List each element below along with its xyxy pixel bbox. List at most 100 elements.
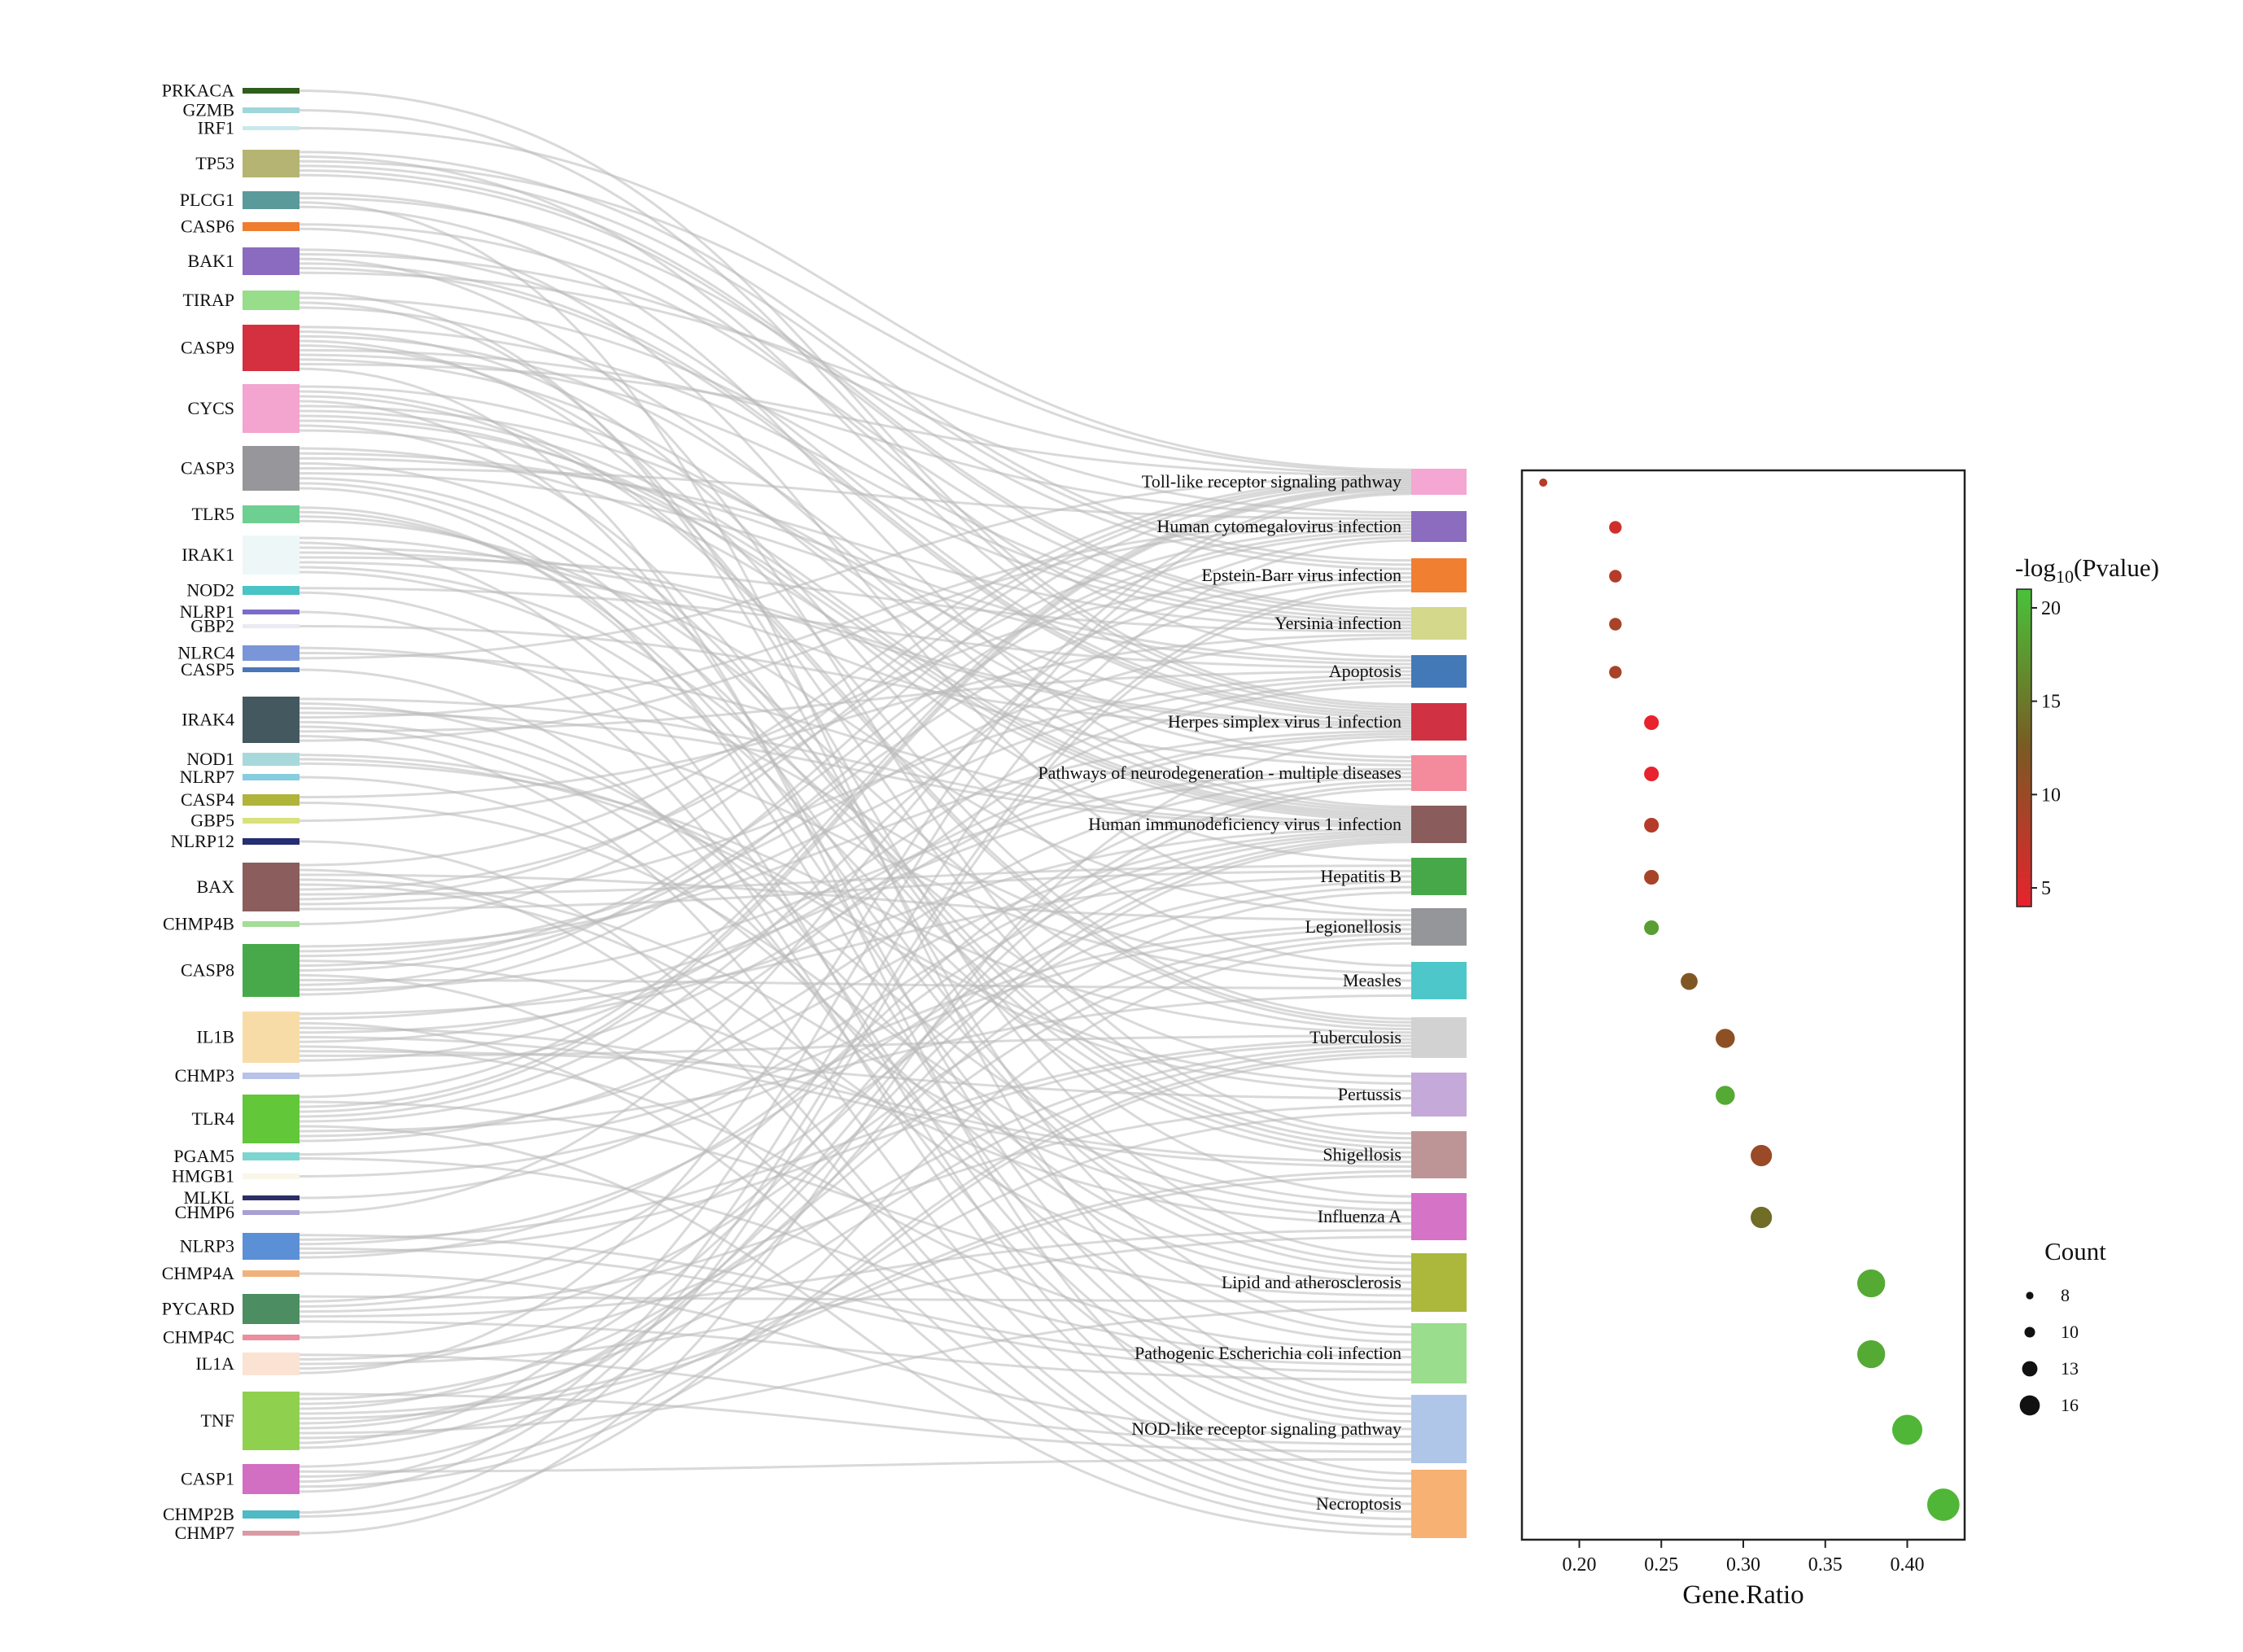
gene-node-irak4	[243, 697, 300, 743]
sankey-link	[299, 1041, 1412, 1255]
sankey-link	[299, 633, 1412, 798]
sankey-link	[299, 706, 1412, 982]
sankey-link	[299, 523, 1412, 742]
gene-node-il1a	[243, 1353, 300, 1375]
gene-node-tlr4	[243, 1095, 300, 1143]
sankey-link	[299, 487, 1412, 1108]
gene-label: NLRP12	[171, 831, 234, 851]
x-axis-title: Gene.Ratio	[1682, 1580, 1804, 1610]
colorbar-legend: -log10(Pvalue) 20 15 10 5	[2015, 553, 2159, 907]
pathway-label: NOD-like receptor signaling pathway	[1131, 1418, 1401, 1439]
pathway-node-9	[1411, 858, 1467, 895]
colorbar-gradient	[2016, 588, 2032, 907]
gene-label: GBP2	[190, 616, 234, 636]
sankey-link	[299, 1100, 1412, 1297]
gene-node-tp53	[243, 150, 300, 177]
colorbar-tick-label: 5	[2041, 878, 2051, 899]
gene-node-casp3	[243, 446, 300, 491]
pathway-node-11	[1411, 962, 1467, 999]
sankey-link	[299, 802, 1412, 1212]
pathway-label: Tuberculosis	[1310, 1027, 1401, 1047]
size-legend-label: 13	[2061, 1358, 2079, 1379]
sankey-link	[299, 588, 1412, 1514]
pathway-label: Human immunodeficiency virus 1 infection	[1088, 814, 1401, 834]
sankey-link	[299, 776, 1412, 1143]
sankey-link	[299, 973, 1412, 1521]
sankey-link	[299, 390, 1412, 1024]
gene-node-pycard	[243, 1294, 300, 1324]
sankey-link	[299, 173, 1412, 614]
sankey-link	[299, 1104, 1412, 1313]
sankey-link	[299, 780, 1412, 1303]
gene-node-nlrp12	[243, 838, 300, 845]
pathway-node-17	[1411, 1323, 1467, 1383]
sankey-link	[299, 487, 1412, 1415]
sankey-link	[299, 838, 1412, 1430]
sankey-link	[299, 530, 1412, 968]
pathway-label: Legionellosis	[1305, 916, 1401, 937]
gene-node-cycs	[243, 384, 300, 433]
sankey-link	[299, 881, 1412, 1246]
sankey-link	[299, 732, 1412, 1043]
sankey-link	[299, 457, 1412, 630]
gene-label: CYCS	[188, 398, 234, 418]
pathway-node-5	[1411, 655, 1467, 688]
sankey-link	[299, 875, 1412, 1016]
sankey-link	[299, 1112, 1412, 1440]
sankey-link	[299, 1055, 1412, 1488]
gene-label: CASP6	[181, 216, 234, 237]
pathway-node-1	[1411, 469, 1467, 495]
gene-node-nlrc4	[243, 645, 300, 661]
pathway-node-13	[1411, 1073, 1467, 1117]
gene-label: IRAK4	[181, 710, 234, 730]
sankey-link	[299, 570, 1412, 1159]
sankey-link	[299, 169, 1412, 610]
gene-node-casp8	[243, 944, 300, 997]
sankey-link	[299, 477, 1412, 1149]
size-legend: Count 8 10 13 16	[2019, 1237, 2106, 1416]
sankey-link	[299, 535, 1412, 1214]
sankey-link	[299, 492, 1412, 1444]
dot-point	[1751, 1144, 1773, 1167]
gene-node-nlrp3	[243, 1233, 300, 1260]
sankey-link	[299, 680, 1412, 1062]
size-legend-items: 8 10 13 16	[2019, 1285, 2079, 1416]
sankey-link	[299, 164, 1412, 566]
dot-point	[1857, 1269, 1886, 1298]
gene-label: IL1B	[197, 1027, 234, 1047]
size-legend-dot	[2024, 1326, 2035, 1338]
gene-node-casp6	[243, 222, 300, 231]
sankey-link	[299, 869, 1412, 911]
gene-label: IRF1	[198, 118, 234, 138]
dot-plot-panel: 0.20 0.25 0.30 0.35 0.40 Gene.Ratio	[1520, 469, 1966, 1610]
dot-point	[1609, 666, 1622, 679]
gene-label: IL1A	[195, 1353, 234, 1374]
sankey-link	[299, 1174, 1412, 1420]
sankey-link	[299, 127, 1412, 471]
gene-node-bax	[243, 863, 300, 911]
gene-label: CASP1	[181, 1469, 234, 1489]
sankey-link	[299, 576, 1412, 972]
size-legend-title: Count	[2044, 1237, 2106, 1265]
sankey-link	[299, 429, 1412, 819]
gene-label: TIRAP	[182, 290, 234, 310]
sankey-link	[299, 711, 1412, 828]
sankey-link	[299, 385, 1412, 763]
sankey-link	[299, 836, 1412, 1370]
gene-node-gzmb	[243, 107, 300, 113]
sankey-link	[299, 205, 1412, 808]
gene-label: CHMP2B	[163, 1504, 234, 1524]
gene-node-prkaca	[243, 88, 300, 94]
gene-label: BAX	[197, 876, 235, 897]
sankey-link	[299, 1235, 1412, 1366]
sankey-link	[299, 832, 1412, 1200]
sankey-link	[299, 1169, 1412, 1415]
sankey-link	[299, 587, 1412, 670]
gene-node-plcg1	[243, 191, 300, 209]
sankey-link	[299, 942, 1412, 1518]
sankey-link	[299, 475, 1412, 660]
sankey-link	[299, 720, 1412, 1204]
sankey-link	[299, 878, 1412, 1218]
sankey-link	[299, 533, 1412, 996]
